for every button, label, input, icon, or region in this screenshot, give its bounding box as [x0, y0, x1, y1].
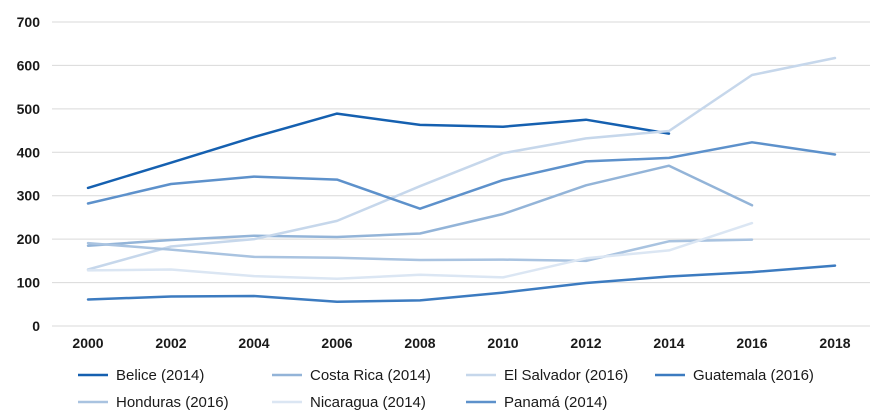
legend-label: Panamá (2014) [504, 394, 607, 411]
y-tick-label: 200 [17, 231, 41, 247]
x-tick-label: 2006 [321, 335, 352, 351]
series-line-3 [86, 56, 837, 271]
x-tick-label: 2014 [653, 335, 684, 351]
grid-lines [52, 21, 870, 327]
legend-item: El Salvador (2016) [466, 367, 628, 384]
legend-label: Nicaragua (2014) [310, 394, 426, 411]
series-line-4 [86, 264, 837, 303]
x-axis-ticks: 2000 2002 2004 2006 2008 2010 2012 2014 2016 2018 [72, 335, 850, 351]
series-line-6 [86, 221, 754, 280]
x-tick-label: 2002 [155, 335, 186, 351]
legend-item: Guatemala (2016) [655, 367, 814, 384]
x-tick-label: 2000 [72, 335, 103, 351]
series-line-5 [86, 238, 754, 263]
y-tick-label: 700 [17, 14, 41, 30]
legend-item: Costa Rica (2014) [272, 367, 431, 384]
x-tick-label: 2008 [404, 335, 435, 351]
x-tick-label: 2016 [736, 335, 767, 351]
series-line-1 [86, 112, 671, 190]
series-lines [86, 56, 837, 303]
series-line-2 [86, 164, 754, 247]
x-tick-label: 2018 [819, 335, 850, 351]
y-tick-label: 600 [17, 57, 41, 73]
legend-item: Belice (2014) [78, 367, 204, 384]
legend-label: El Salvador (2016) [504, 367, 628, 384]
legend: Belice (2014) Costa Rica (2014) El Salvado… [78, 367, 814, 411]
y-axis-ticks: 0 100 200 300 400 500 600 700 [17, 14, 41, 334]
y-tick-label: 500 [17, 101, 41, 117]
y-tick-label: 400 [17, 144, 41, 160]
x-tick-label: 2004 [238, 335, 269, 351]
x-tick-label: 2010 [487, 335, 518, 351]
legend-item: Honduras (2016) [78, 394, 229, 411]
legend-label: Guatemala (2016) [693, 367, 814, 384]
legend-label: Honduras (2016) [116, 394, 229, 411]
x-tick-label: 2012 [570, 335, 601, 351]
legend-label: Belice (2014) [116, 367, 204, 384]
legend-item: Panamá (2014) [466, 394, 607, 411]
y-tick-label: 100 [17, 275, 41, 291]
y-tick-label: 0 [32, 318, 40, 334]
legend-label: Costa Rica (2014) [310, 367, 431, 384]
y-tick-label: 300 [17, 188, 41, 204]
series-line-7 [86, 141, 837, 210]
legend-item: Nicaragua (2014) [272, 394, 426, 411]
